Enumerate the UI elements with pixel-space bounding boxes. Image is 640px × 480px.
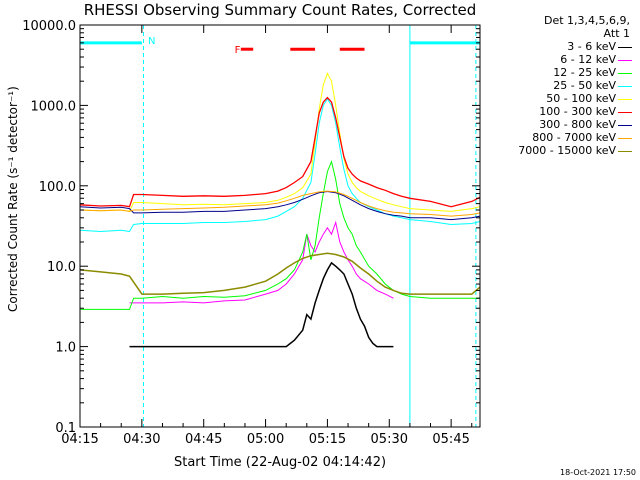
legend-entry-3: 25 - 50 keV (553, 79, 616, 92)
legend-entry-6: 300 - 800 keV (539, 118, 616, 131)
x-tick-label-0: 04:15 (61, 432, 98, 447)
x-tick-label-1: 04:30 (123, 432, 160, 447)
annotation-F: F (235, 45, 241, 56)
legend-entry-4: 50 - 100 keV (546, 92, 616, 105)
footer-timestamp: 18-Oct-2021 17:50 (560, 468, 636, 477)
legend-swatch-1 (618, 60, 632, 61)
chart-title: RHESSI Observing Summary Count Rates, Co… (83, 1, 477, 19)
series-line-0 (129, 261, 394, 348)
series-line-3 (79, 98, 481, 233)
y-tick-label-3: 100.0 (39, 180, 76, 195)
x-tick-label-5: 05:30 (371, 432, 408, 447)
legend-swatch-3 (618, 86, 632, 87)
legend-entry-0: 3 - 6 keV (567, 40, 616, 53)
legend-swatch-5 (618, 112, 632, 113)
legend-swatch-4 (618, 99, 632, 100)
series-line-4 (79, 72, 481, 212)
marker-layer: NF (80, 25, 480, 427)
y-tick-label-1: 1.0 (55, 341, 76, 356)
annotation-N: N (148, 36, 155, 47)
legend-entry-5: 100 - 300 keV (539, 105, 616, 118)
y-tick-label-0: 0.1 (55, 421, 76, 436)
legend-entry-1: 6 - 12 keV (560, 53, 616, 66)
legend-swatch-2 (618, 73, 632, 74)
y-tick-label-4: 1000.0 (31, 99, 77, 114)
x-tick-label-4: 05:15 (309, 432, 346, 447)
x-tick-label-3: 05:00 (247, 432, 284, 447)
series-layer (79, 72, 481, 348)
legend-swatch-8 (618, 151, 632, 152)
legend-header-detectors: Det 1,3,4,5,6,9, (543, 14, 630, 27)
series-line-5 (79, 96, 481, 208)
legend-entry-7: 800 - 7000 keV (532, 131, 616, 144)
y-axis-label: Corrected Count Rate (s⁻¹ detector⁻¹) (6, 86, 20, 312)
legend-header-attenuator: Att 1 (603, 27, 630, 40)
series-line-8 (79, 252, 481, 295)
series-line-7 (79, 190, 481, 217)
y-tick-label-5: 10000.0 (22, 19, 76, 34)
legend-swatch-7 (618, 138, 632, 139)
legend-swatch-0 (618, 47, 632, 48)
series-line-1 (129, 220, 394, 304)
x-tick-label-2: 04:45 (185, 432, 222, 447)
x-axis-label: Start Time (22-Aug-02 04:14:42) (173, 455, 387, 470)
legend-entry-8: 7000 - 15000 keV (518, 144, 616, 157)
legend-swatch-6 (618, 125, 632, 126)
plot-frame (79, 24, 481, 428)
y-tick-label-2: 10.0 (47, 260, 76, 275)
x-tick-label-6: 05:45 (432, 432, 469, 447)
legend-entry-2: 12 - 25 keV (553, 66, 616, 79)
series-line-6 (79, 190, 481, 221)
axis-layer: 04:15 04:30 04:45 05:00 05:15 05:30 05:45 0.1 1.… (22, 19, 480, 447)
series-line-2 (80, 159, 480, 310)
